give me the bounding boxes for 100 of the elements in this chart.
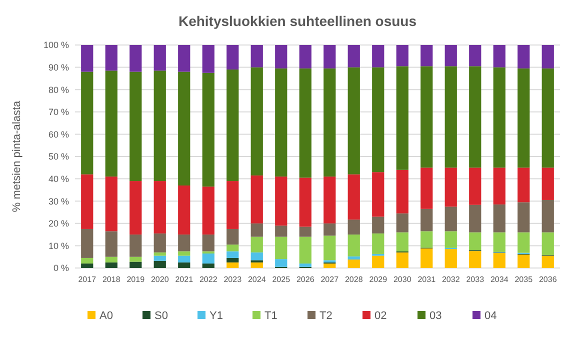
y-tick-label: 0 % <box>53 263 69 274</box>
bar <box>130 256 142 262</box>
bar <box>469 66 482 168</box>
bar <box>420 45 433 66</box>
bar <box>154 181 166 234</box>
bar <box>178 262 190 268</box>
bar <box>275 68 288 177</box>
bar <box>542 200 554 232</box>
bar <box>420 208 433 232</box>
bar <box>372 216 384 234</box>
bar <box>178 45 190 72</box>
y-tick-label: 100 % <box>43 40 69 50</box>
bar <box>154 70 166 182</box>
bar <box>226 228 239 245</box>
bar <box>396 232 408 252</box>
bar <box>105 70 118 177</box>
bar <box>226 45 239 70</box>
bar <box>154 260 166 268</box>
x-tick-label: 2019 <box>126 275 146 284</box>
bar <box>226 258 239 262</box>
x-tick-label: 2022 <box>199 275 218 284</box>
bar <box>348 67 360 174</box>
bar <box>324 236 336 260</box>
bar <box>420 231 433 248</box>
bar <box>226 251 239 258</box>
y-tick-label: 50 % <box>48 152 69 162</box>
bar <box>518 232 530 253</box>
bar <box>81 264 94 268</box>
bar <box>105 231 118 257</box>
legend-label: A0 <box>100 310 113 322</box>
bar <box>178 72 190 186</box>
bar <box>299 45 312 68</box>
y-tick-label: 60 % <box>48 129 69 140</box>
bar <box>275 236 288 260</box>
bar <box>372 45 384 68</box>
bar <box>518 68 530 168</box>
bar <box>518 168 530 202</box>
bar <box>396 45 408 66</box>
bar <box>299 68 312 178</box>
bar <box>130 181 142 235</box>
legend-label: 02 <box>374 310 387 322</box>
bar <box>542 232 554 256</box>
bar <box>372 256 384 268</box>
y-tick-label: 90 % <box>48 62 69 72</box>
x-tick-label: 2020 <box>150 275 170 284</box>
bar <box>372 233 384 254</box>
bar <box>420 248 433 268</box>
x-tick-label: 2017 <box>78 275 97 284</box>
bar <box>250 262 263 268</box>
x-tick-label: 2018 <box>102 275 121 284</box>
bar <box>226 70 239 182</box>
bar <box>226 262 239 268</box>
bar <box>154 45 166 71</box>
legend-label: S0 <box>154 310 168 322</box>
bar <box>81 258 94 264</box>
x-tick-label: 2029 <box>369 275 388 284</box>
bar <box>81 72 94 174</box>
bar <box>324 45 336 68</box>
bar <box>348 174 360 220</box>
bar <box>372 172 384 217</box>
y-tick-label: 10 % <box>48 240 69 251</box>
y-tick-label: 80 % <box>48 84 69 95</box>
bar <box>250 223 263 237</box>
bar <box>202 45 214 73</box>
bar <box>469 168 482 205</box>
bar <box>105 176 118 232</box>
x-tick-label: 2026 <box>296 275 315 284</box>
chart-title: Kehitysluokkien suhteellinen osuus <box>178 13 417 29</box>
bar <box>154 233 166 252</box>
bar <box>542 168 554 200</box>
bar <box>130 234 142 257</box>
x-tick-label: 2031 <box>418 275 436 284</box>
bar <box>81 228 94 258</box>
bar <box>518 45 530 68</box>
bar <box>250 67 263 176</box>
legend-label: 03 <box>430 310 442 322</box>
bar <box>348 234 360 256</box>
x-tick-label: 2033 <box>466 275 485 284</box>
y-tick-label: 40 % <box>48 174 69 184</box>
bar <box>226 244 239 252</box>
bar <box>81 45 94 72</box>
bar <box>348 256 360 260</box>
bar <box>275 259 288 267</box>
bar <box>130 72 142 182</box>
bar <box>348 45 360 68</box>
bar <box>469 45 482 66</box>
bar <box>324 176 336 224</box>
bar <box>444 231 457 248</box>
x-tick-label: 2021 <box>175 275 194 284</box>
bar <box>275 226 288 237</box>
bar <box>469 251 482 268</box>
x-tick-label: 2024 <box>248 275 266 284</box>
bar <box>105 45 118 71</box>
legend-label: T2 <box>320 310 332 322</box>
bar <box>493 252 506 268</box>
bar <box>420 168 433 209</box>
bar <box>444 66 457 168</box>
bar <box>324 264 336 268</box>
y-tick-label: 70 % <box>48 107 69 118</box>
bar <box>324 68 336 177</box>
